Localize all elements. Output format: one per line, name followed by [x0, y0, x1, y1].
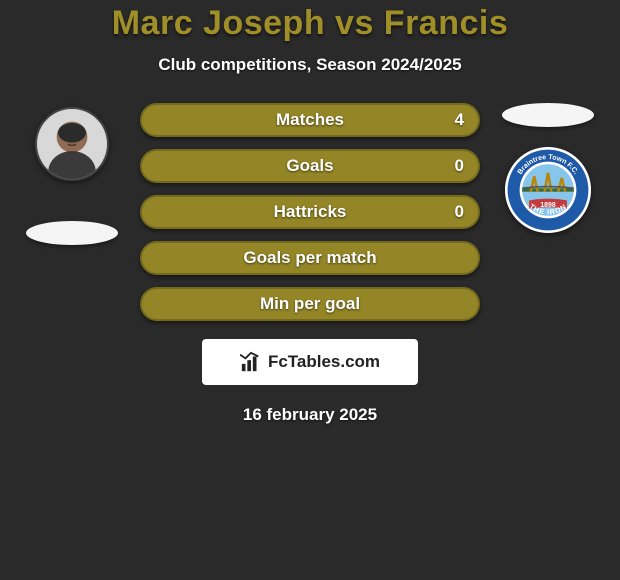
brand-text: FcTables.com: [268, 352, 380, 372]
player-left-avatar: [35, 107, 109, 181]
player-left-club-oval: [26, 221, 118, 245]
footer-date: 16 february 2025: [0, 405, 620, 425]
page-title: Marc Joseph vs Francis: [0, 4, 620, 43]
comparison-card: Marc Joseph vs Francis Club competitions…: [0, 0, 620, 425]
stat-label: Hattricks: [274, 202, 347, 222]
stat-label: Min per goal: [260, 294, 360, 314]
stat-value-right: 0: [455, 202, 464, 222]
brand-badge[interactable]: FcTables.com: [202, 339, 418, 385]
stat-value-right: 4: [455, 110, 464, 130]
player-right-column: 1898 Braintree Town F.C. THE IRON: [488, 103, 608, 233]
stat-label: Goals: [286, 156, 333, 176]
comparison-row: Matches 4 Goals 0 Hattricks 0 Goals per …: [0, 103, 620, 321]
stat-row-goals-per-match: Goals per match: [140, 241, 480, 275]
player-right-club-oval: [502, 103, 594, 127]
stats-column: Matches 4 Goals 0 Hattricks 0 Goals per …: [140, 103, 480, 321]
page-subtitle: Club competitions, Season 2024/2025: [0, 55, 620, 75]
stat-row-matches: Matches 4: [140, 103, 480, 137]
stat-row-goals: Goals 0: [140, 149, 480, 183]
player-left-column: [12, 103, 132, 245]
player-right-club-badge: 1898 Braintree Town F.C. THE IRON: [505, 147, 591, 233]
stat-row-min-per-goal: Min per goal: [140, 287, 480, 321]
stat-label: Matches: [276, 110, 344, 130]
stat-value-right: 0: [455, 156, 464, 176]
avatar-placeholder-icon: [37, 109, 107, 179]
stat-row-hattricks: Hattricks 0: [140, 195, 480, 229]
stat-label: Goals per match: [243, 248, 376, 268]
bar-chart-icon: [240, 351, 262, 373]
club-badge-icon: 1898 Braintree Town F.C. THE IRON: [505, 147, 591, 233]
